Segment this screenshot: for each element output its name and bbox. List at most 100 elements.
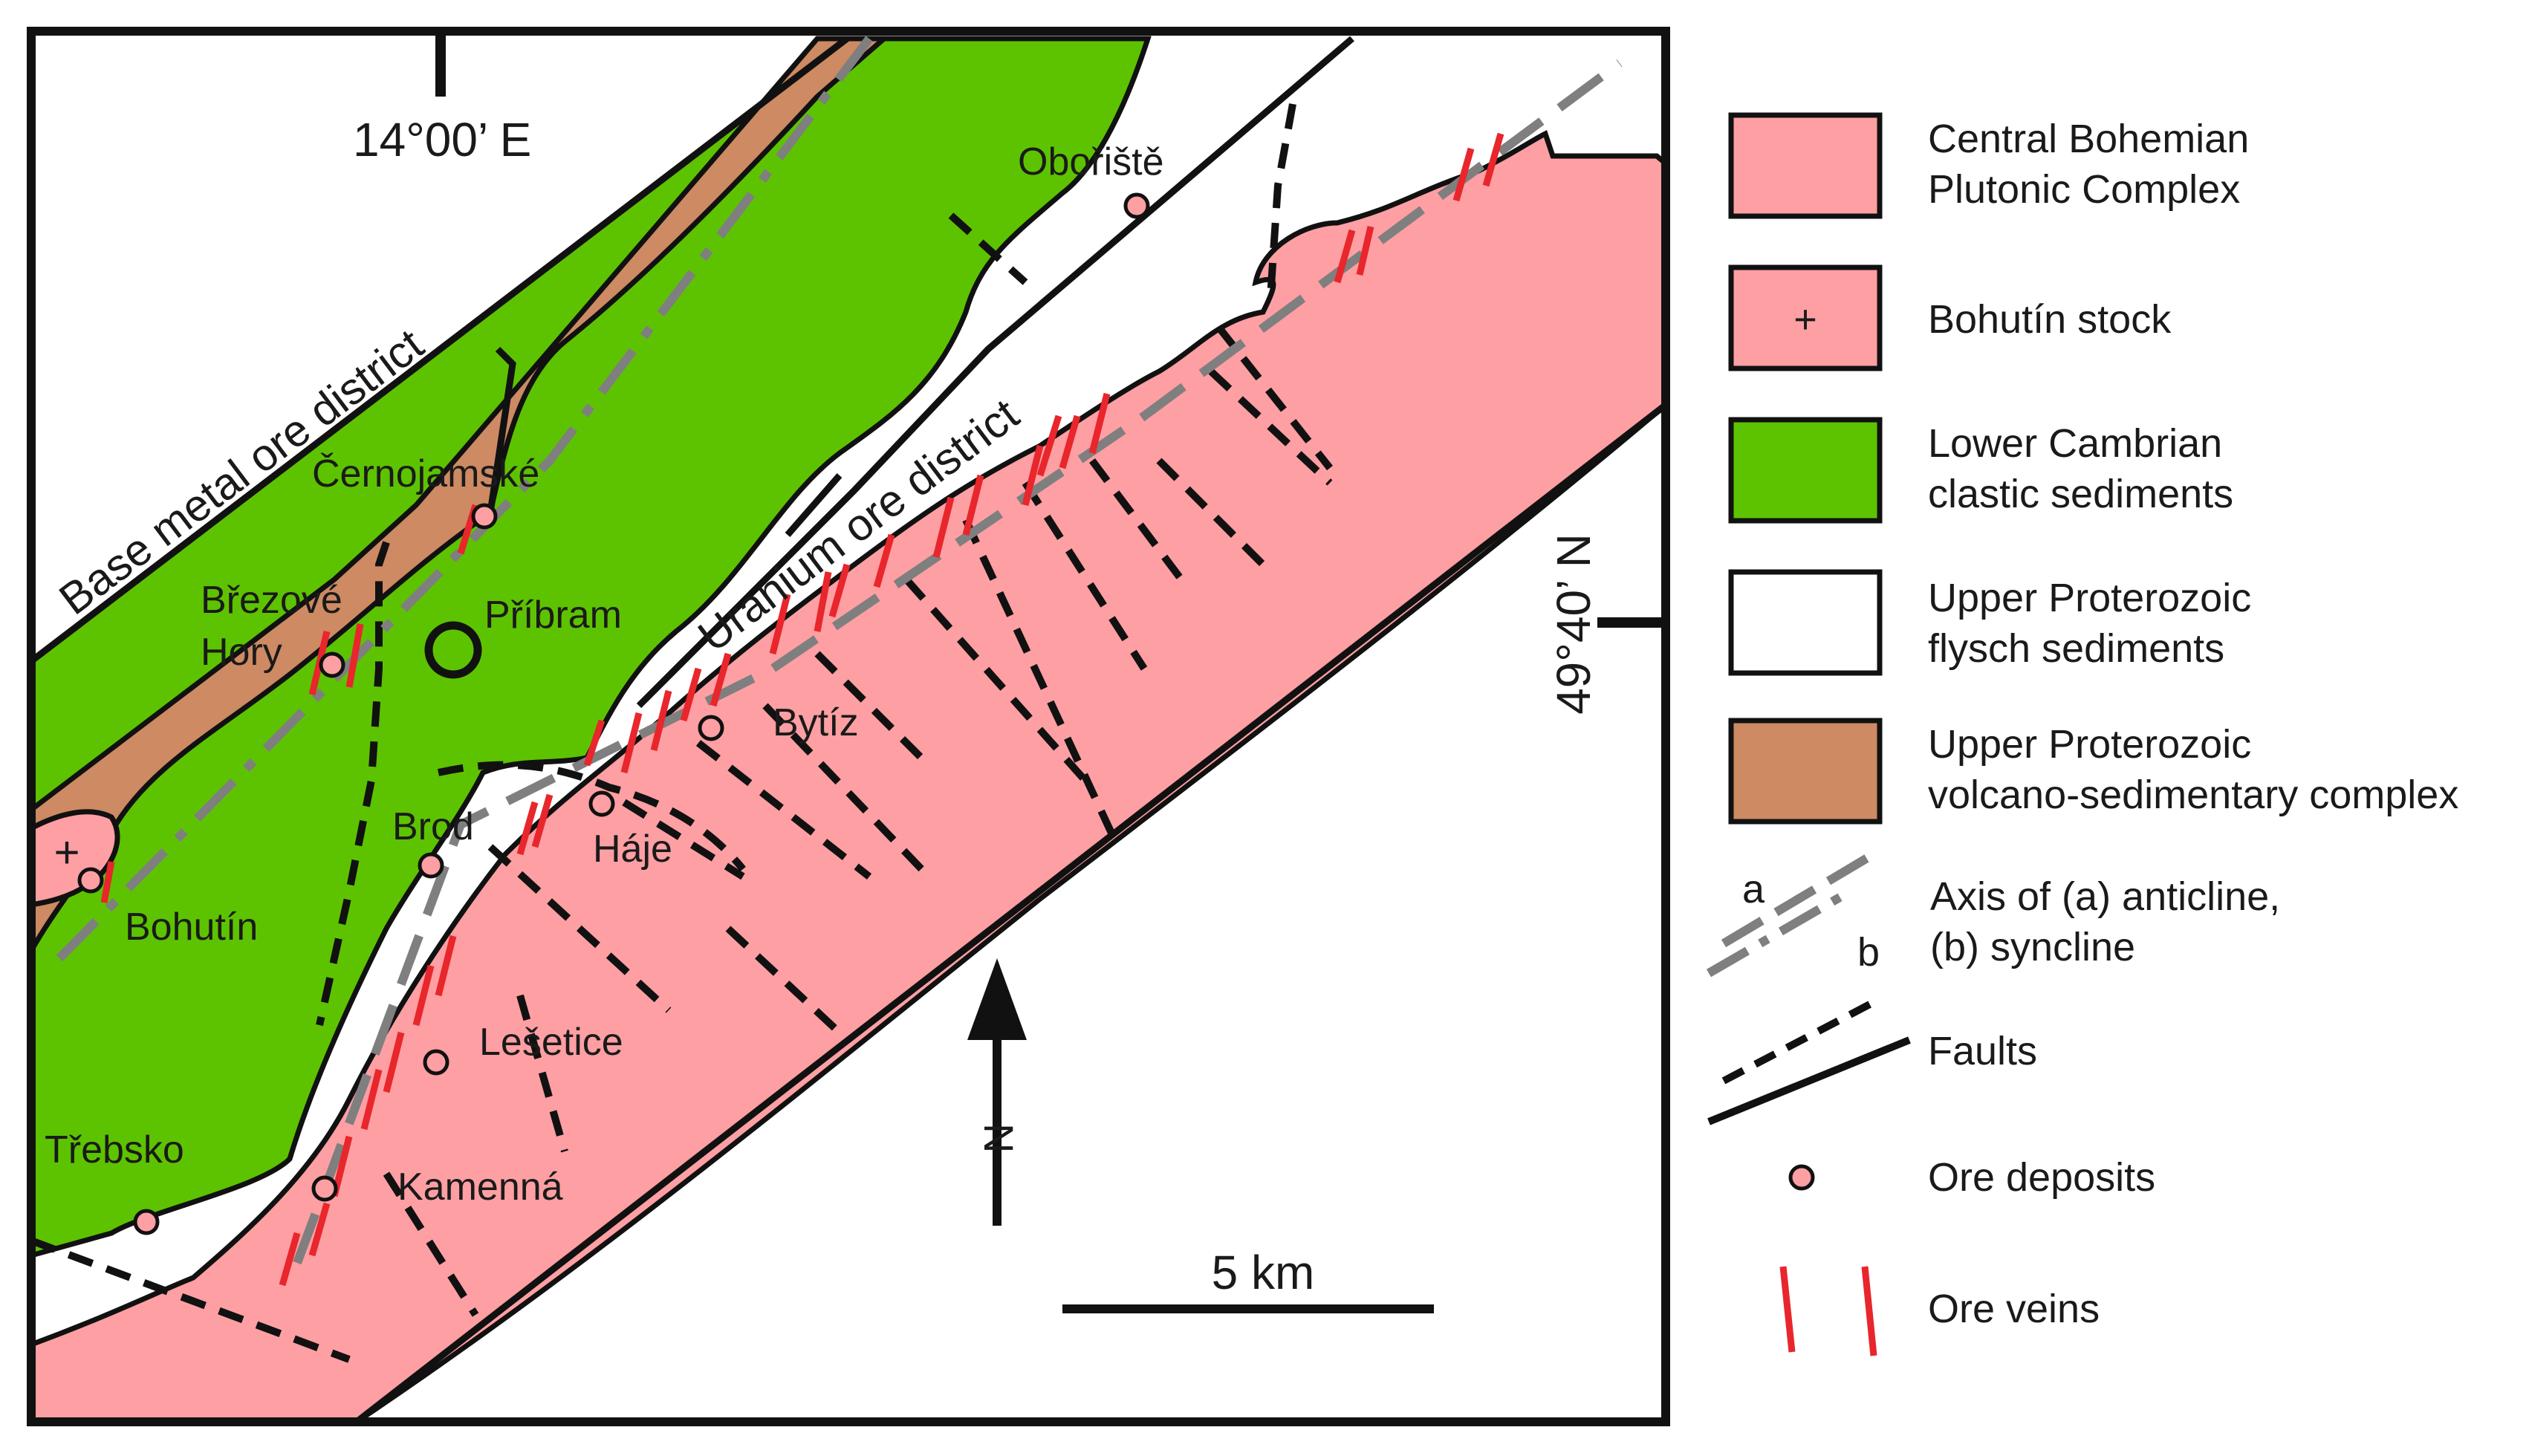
legend-item-flysch: Upper Proterozoic flysch sediments xyxy=(1728,569,2251,676)
ore-vein xyxy=(1482,132,1504,187)
fault-dashed xyxy=(903,576,1088,783)
deposit-trebsko xyxy=(133,1209,160,1235)
ore-vein xyxy=(650,689,672,752)
latitude-label: 49°40’ N xyxy=(1547,533,1600,715)
legend-anticline-line xyxy=(1721,846,1883,948)
legend-deposit-symbol xyxy=(1788,1164,1815,1191)
legend-axis-a: a xyxy=(1742,867,1765,911)
syncline-axis xyxy=(56,36,873,962)
north-arrow-head xyxy=(967,958,1027,1040)
legend-label-flysch-1: Upper Proterozoic xyxy=(1928,576,2251,620)
legend-item-axis: a b Axis of (a) anticline, (b) syncline xyxy=(1706,846,2280,978)
fault-dashed xyxy=(622,799,745,880)
ore-vein xyxy=(828,563,851,618)
bohutin-stock-area xyxy=(31,809,120,908)
map-frame xyxy=(27,27,1670,1426)
ore-vein xyxy=(279,1232,301,1287)
longitude-label: 14°00’ E xyxy=(353,113,531,166)
ore-vein xyxy=(1059,415,1081,469)
legend-item-deposits: Ore deposits xyxy=(1788,1155,2155,1200)
scale-bar: 5 km xyxy=(1062,1246,1434,1313)
fault-dashed xyxy=(962,518,1118,842)
fault-solid xyxy=(487,346,516,513)
label-kamenna: Kamenná xyxy=(397,1166,563,1209)
ore-vein xyxy=(932,496,955,559)
fault-dashed xyxy=(814,651,932,768)
legend-label-flysch-2: flysch sediments xyxy=(1928,626,2224,671)
deposit-oboriste xyxy=(1123,192,1150,219)
ore-vein xyxy=(680,667,702,722)
fault-dashed xyxy=(1156,458,1266,568)
ore-vein xyxy=(583,719,606,767)
ore-vein xyxy=(100,861,115,903)
ore-vein xyxy=(1022,444,1044,507)
fault-dashed xyxy=(487,844,672,1013)
legend-vein-1 xyxy=(1779,1266,1796,1353)
legend-label-faults: Faults xyxy=(1928,1029,2037,1073)
legend-vein-2 xyxy=(1861,1266,1877,1356)
deposit-kamenna xyxy=(311,1175,338,1202)
fault-solid xyxy=(31,36,849,664)
fault-dashed xyxy=(1089,458,1184,582)
legend-item-stock: + Bohutín stock xyxy=(1728,264,2172,371)
legend-fault-solid xyxy=(1707,1036,1911,1125)
label-oboriste: Obořiště xyxy=(1018,140,1164,183)
ore-vein xyxy=(531,793,553,848)
legend-label-cambrian-1: Lower Cambrian xyxy=(1928,421,2222,466)
cambrian-area xyxy=(31,36,1152,1258)
legend-swatch-volcano xyxy=(1728,718,1883,825)
ore-vein xyxy=(1334,229,1356,284)
fault-dashed xyxy=(316,541,390,1027)
town-labels: Obořiště Černojamské Březové Hory Příbra… xyxy=(45,140,1164,1209)
ore-vein xyxy=(435,935,457,997)
fault-dashed xyxy=(1215,324,1333,471)
label-pribram: Příbram xyxy=(484,594,622,637)
deposit-haje xyxy=(588,790,615,817)
deposit-bohutin xyxy=(77,867,104,894)
legend-item-pluton: Central Bohemian Plutonic Complex xyxy=(1728,112,2249,219)
label-bohutin: Bohutín xyxy=(125,906,258,949)
fault-dashed xyxy=(695,740,872,880)
label-brod: Brod xyxy=(392,805,474,848)
fault-dashed xyxy=(1208,368,1333,486)
legend-item-faults: Faults xyxy=(1707,995,2037,1125)
ore-vein xyxy=(1356,225,1374,276)
anticline-axis xyxy=(293,59,1623,1265)
pribram-town-symbol xyxy=(424,621,482,679)
label-brezove: Březové xyxy=(201,579,342,622)
ore-vein xyxy=(345,623,364,688)
north-arrow-label: N xyxy=(975,1123,1022,1153)
fault-dashed xyxy=(516,994,568,1153)
north-arrow: N xyxy=(967,958,1027,1226)
fault-solid xyxy=(785,473,843,537)
fault-solid xyxy=(354,402,1666,1422)
legend-label-pluton-1: Central Bohemian xyxy=(1928,117,2249,161)
ore-vein xyxy=(308,1202,331,1257)
scale-bar-label: 5 km xyxy=(1212,1246,1315,1299)
label-haje: Háje xyxy=(593,828,672,871)
pluton-area xyxy=(31,130,1666,1422)
deposit-bytiz xyxy=(698,715,724,741)
deposit-cernojamske xyxy=(471,503,498,530)
legend-fault-dashed xyxy=(1721,995,1882,1085)
legend-label-cambrian-2: clastic sediments xyxy=(1928,472,2233,516)
fault-dashed xyxy=(1022,481,1148,671)
deposit-brezove-hory xyxy=(319,651,345,678)
legend-axis-b: b xyxy=(1857,930,1880,975)
legend-label-volcano-1: Upper Proterozoic xyxy=(1928,722,2251,767)
ore-vein xyxy=(814,571,832,632)
legend-swatch-pluton xyxy=(1728,112,1883,219)
legend-item-cambrian: Lower Cambrian clastic sediments xyxy=(1728,417,2233,524)
deposit-brod xyxy=(418,852,444,879)
label-lesetice: Lešetice xyxy=(479,1021,623,1064)
ore-vein xyxy=(769,593,791,655)
legend-item-volcano: Upper Proterozoic volcano-sedimentary co… xyxy=(1728,718,2458,825)
legend-swatch-flysch xyxy=(1728,569,1883,676)
ore-vein xyxy=(710,652,732,707)
legend-label-axis-1: Axis of (a) anticline, xyxy=(1930,874,2280,919)
legend-swatch-cambrian xyxy=(1728,417,1883,524)
label-trebsko: Třebsko xyxy=(45,1128,184,1171)
ore-vein xyxy=(412,964,435,1027)
legend-syncline-line xyxy=(1706,887,1853,978)
